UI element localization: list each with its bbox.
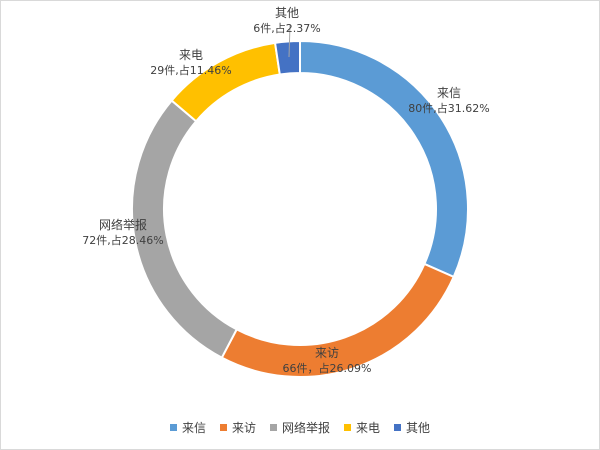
data-label-laifang: 来访 66件，占26.09% xyxy=(283,346,372,375)
slice-laixin xyxy=(299,39,469,279)
slice-qita xyxy=(273,39,301,76)
data-label-qita: 其他 6件,占2.37% xyxy=(253,6,320,35)
legend: 来信 来访 网络举报 来电 其他 xyxy=(1,419,599,436)
data-label-name-laixin: 来信 xyxy=(437,86,461,100)
legend-swatch-qita xyxy=(394,424,402,431)
data-label-detail-qita: 6件,占2.37% xyxy=(253,21,320,35)
data-label-laidian: 来电 29件,占11.46% xyxy=(150,48,231,77)
leader-line-qita xyxy=(288,24,291,58)
data-label-name-qita: 其他 xyxy=(275,6,299,20)
legend-item-wangluojubao: 网络举报 xyxy=(269,419,330,436)
legend-swatch-laixin xyxy=(169,424,177,431)
legend-item-laixin: 来信 xyxy=(169,419,206,436)
legend-swatch-laifang xyxy=(219,424,227,431)
data-label-detail-laidian: 29件,占11.46% xyxy=(150,63,231,77)
slice-laifang xyxy=(220,262,455,378)
legend-label-laifang: 来访 xyxy=(231,421,256,435)
data-label-name-laidian: 来电 xyxy=(179,48,203,62)
legend-label-laidian: 来电 xyxy=(356,421,381,435)
data-label-wangluojubao: 网络举报 72件,占28.46% xyxy=(82,217,163,247)
data-labels: 来信 80件,占31.62% 来访 66件，占26.09% 网络举报 72件,占28.46… xyxy=(82,6,489,375)
donut-chart: 来信 80件,占31.62% 来访 66件，占26.09% 网络举报 72件,占28.46… xyxy=(82,6,490,378)
legend-swatch-wangluojubao xyxy=(269,424,277,431)
legend-item-laidian: 来电 xyxy=(344,419,380,436)
legend-label-qita: 其他 xyxy=(406,421,431,435)
data-label-laixin: 来信 80件,占31.62% xyxy=(408,86,489,115)
data-label-name-wangluojubao: 网络举报 xyxy=(99,217,147,232)
data-label-name-laifang: 来访 xyxy=(315,346,339,360)
legend-label-wangluojubao: 网络举报 xyxy=(281,421,330,435)
legend-label-laixin: 来信 xyxy=(181,421,206,435)
data-label-detail-laifang: 66件，占26.09% xyxy=(283,361,372,375)
data-label-detail-wangluojubao: 72件,占28.46% xyxy=(82,233,163,247)
legend-item-laifang: 来访 xyxy=(219,419,256,436)
data-label-detail-laixin: 80件,占31.62% xyxy=(408,101,489,115)
slice-wangluojubao xyxy=(131,99,239,360)
donut-slices xyxy=(131,39,469,378)
legend-item-qita: 其他 xyxy=(394,419,430,436)
legend-swatch-laidian xyxy=(344,424,351,431)
